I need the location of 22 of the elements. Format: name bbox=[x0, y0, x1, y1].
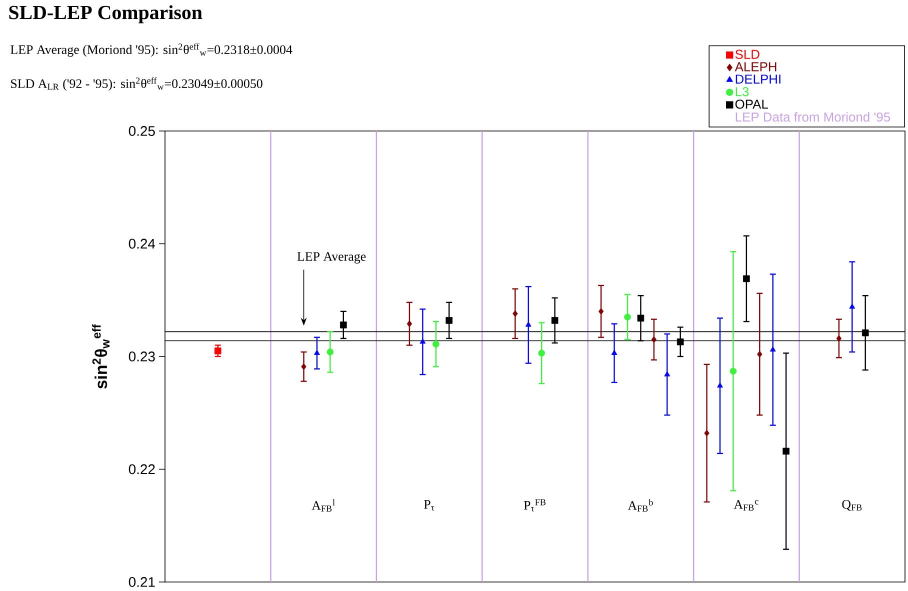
y-tick-label: 0.21 bbox=[128, 577, 155, 587]
y-tick-label: 0.23 bbox=[128, 352, 155, 362]
x-tick-label: A$_{FB}$l bbox=[312, 499, 335, 512]
y-tick-label: 0.22 bbox=[128, 464, 155, 474]
text: SLD A$_{LR}$ ('92 - '95): sin$^{2}$θ$^{eff}$$_{w}$=0.23049±0.00050 bbox=[11, 77, 262, 91]
x-tick-label: A$_{FB}$b bbox=[628, 499, 653, 512]
legend-label: ALEPH bbox=[734, 62, 776, 72]
text: LEP Data from Moriond '95 bbox=[736, 112, 890, 122]
chart-subtitle: LEP Average (Moriond '95): sin$^{2}$θ$^{eff}$$_{w}$=0.2318±0.0004 bbox=[10, 43, 292, 57]
y-tick-label: 0.25 bbox=[128, 126, 155, 136]
chart-title: SLD-LEP Comparison bbox=[9, 5, 202, 24]
annotation: LEP Average bbox=[297, 252, 366, 264]
x-tick-label: A$_{FB}$c bbox=[734, 500, 758, 511]
x-tick-label: P$_{τ}$FB bbox=[524, 499, 546, 512]
legend-label: OPAL bbox=[735, 100, 768, 109]
y-axis-title: sin$^{2}$θ$_{w}$eff bbox=[92, 324, 110, 389]
x-tick-label: Q$_{FB}$ bbox=[842, 500, 862, 511]
y-tick-label: 0.24 bbox=[128, 238, 156, 249]
x-tick-label: P$_{τ}$ bbox=[424, 500, 434, 511]
legend-label: SLD bbox=[735, 50, 760, 59]
legend-label: DELPHI bbox=[736, 74, 780, 84]
legend-label: L3 bbox=[736, 87, 749, 96]
